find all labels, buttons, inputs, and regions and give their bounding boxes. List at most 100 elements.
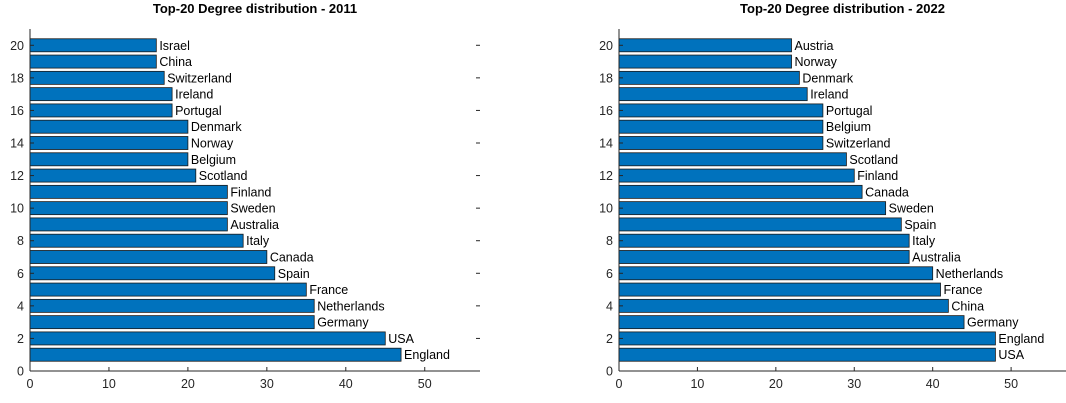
bar-label: Canada	[865, 185, 909, 199]
bar	[618, 87, 808, 102]
bar	[29, 70, 165, 85]
bar-label: Switzerland	[167, 71, 232, 85]
bar	[618, 331, 996, 346]
y-tick-label: 10	[10, 202, 24, 216]
bar-label: Scotland	[849, 153, 898, 167]
x-tick-label: 40	[339, 377, 353, 391]
bar	[29, 315, 315, 330]
bar	[29, 250, 268, 264]
bar	[29, 233, 244, 248]
bar-label: Belgium	[826, 120, 871, 134]
bar	[29, 184, 228, 199]
x-tick-label: 30	[847, 377, 861, 391]
bar	[618, 298, 949, 313]
y-tick-label: 10	[599, 202, 613, 216]
bar-label: Belgium	[191, 153, 236, 167]
bar	[618, 119, 824, 134]
bar	[29, 103, 173, 118]
x-tick-label: 40	[926, 377, 940, 391]
bar-label: Australia	[230, 218, 279, 232]
chart-2011: Top-20 Degree distribution - 2011 England…	[10, 1, 480, 391]
bar	[29, 87, 173, 102]
bar	[618, 168, 855, 183]
bar	[29, 136, 189, 150]
y-tick-label: 12	[10, 169, 24, 183]
bar-label: Netherlands	[936, 267, 1003, 281]
bar-label: Germany	[317, 316, 369, 330]
bar	[29, 38, 157, 53]
x-tick-label: 0	[616, 377, 623, 391]
bar	[618, 103, 824, 118]
bar-label: Scotland	[199, 169, 248, 183]
y-tick-label: 8	[17, 234, 24, 248]
bar	[618, 233, 910, 248]
bar	[618, 184, 863, 199]
bar	[29, 266, 276, 281]
y-tick-label: 18	[599, 71, 613, 85]
bar-label: Ireland	[175, 88, 213, 102]
y-tick-label: 8	[606, 234, 613, 248]
bar	[618, 315, 965, 330]
y-tick-label: 6	[17, 267, 24, 281]
bar	[618, 266, 934, 281]
y-tick-label: 16	[599, 104, 613, 118]
y-tick-label: 0	[17, 365, 24, 379]
x-tick-label: 0	[27, 377, 34, 391]
bar	[29, 152, 189, 167]
bar-label: Sweden	[230, 202, 275, 216]
bar	[29, 282, 307, 297]
chart-2022: Top-20 Degree distribution - 2022 USA Engl…	[599, 1, 1066, 391]
bar-label: Finland	[857, 169, 898, 183]
bar-label: Israel	[159, 39, 190, 53]
y-tick-label: 20	[10, 39, 24, 53]
bar	[618, 152, 847, 167]
bar	[618, 282, 941, 297]
bar	[618, 347, 996, 362]
bar-label: Germany	[967, 316, 1019, 330]
bar-label: Portugal	[175, 104, 222, 118]
x-tick-label: 50	[418, 377, 432, 391]
bar-label: Finland	[230, 185, 271, 199]
chart-title: Top-20 Degree distribution - 2022	[740, 1, 945, 16]
bar-label: Norway	[191, 137, 234, 151]
bar	[29, 298, 315, 313]
y-tick-label: 18	[10, 71, 24, 85]
bar	[29, 217, 228, 232]
bar	[29, 54, 157, 69]
bar-label: Norway	[795, 55, 838, 69]
y-tick-label: 16	[10, 104, 24, 118]
bar-label: Australia	[912, 251, 961, 265]
x-tick-label: 20	[769, 377, 783, 391]
bar-label: France	[944, 283, 983, 297]
bar-label: England	[998, 332, 1044, 346]
y-tick-label: 20	[599, 39, 613, 53]
y-tick-label: 14	[599, 137, 613, 151]
bar	[618, 54, 792, 69]
bar	[618, 250, 910, 264]
bar	[618, 38, 792, 53]
bar-label: Denmark	[191, 120, 242, 134]
bar-label: Canada	[270, 251, 314, 265]
bar	[29, 201, 228, 216]
chart-title: Top-20 Degree distribution - 2011	[153, 1, 357, 16]
y-tick-label: 2	[606, 332, 613, 346]
x-tick-label: 10	[102, 377, 116, 391]
bar-label: France	[309, 283, 348, 297]
bar-label: Switzerland	[826, 137, 891, 151]
x-tick-label: 50	[1004, 377, 1018, 391]
y-tick-label: 12	[599, 169, 613, 183]
bar-label: China	[951, 299, 984, 313]
bar-label: Italy	[246, 234, 270, 248]
bar-label: England	[404, 348, 450, 362]
y-tick-label: 0	[606, 365, 613, 379]
bar	[29, 119, 189, 134]
x-tick-label: 10	[690, 377, 704, 391]
y-tick-label: 2	[17, 332, 24, 346]
y-tick-label: 14	[10, 137, 24, 151]
y-tick-label: 6	[606, 267, 613, 281]
bar-label: Portugal	[826, 104, 873, 118]
bar	[29, 347, 402, 362]
y-tick-label: 4	[17, 299, 24, 313]
bar-label: Austria	[795, 39, 834, 53]
